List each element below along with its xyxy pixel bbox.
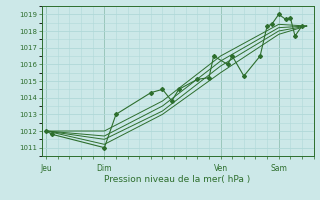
X-axis label: Pression niveau de la mer( hPa ): Pression niveau de la mer( hPa ): [104, 175, 251, 184]
